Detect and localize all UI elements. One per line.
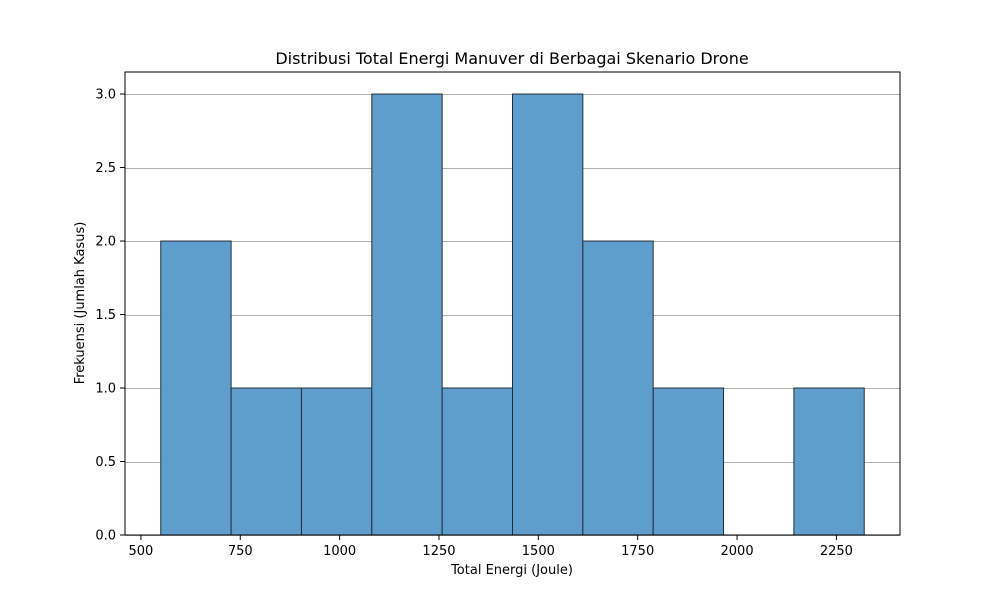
- plot-frame: [124, 71, 901, 536]
- x-axis-ticks: 500 750 1000 1250 1500 1750 2000 2250: [128, 535, 853, 559]
- x-tick-label-7: 2250: [820, 544, 853, 559]
- x-axis-label: Total Energi (Joule): [450, 563, 573, 578]
- y-tick-label-3: 1.5: [95, 308, 116, 323]
- x-tick-label-6: 2000: [721, 544, 754, 559]
- x-tick-label-0: 500: [128, 544, 153, 559]
- y-tick-label-2: 1.0: [95, 382, 116, 397]
- histogram-bar-1: [230, 387, 302, 536]
- chart-title: Distribusi Total Energi Manuver di Berba…: [275, 49, 748, 68]
- y-axis-ticks: 0.0 0.5 1.0 1.5 2.0 2.5 3.0: [95, 88, 125, 544]
- histogram-bar-4: [441, 387, 513, 536]
- y-tick-label-1: 0.5: [95, 455, 116, 470]
- y-axis-label: Frekuensi (Jumlah Kasus): [73, 222, 88, 385]
- y-tick-label-0: 0.0: [95, 529, 116, 544]
- y-tick-label-6: 3.0: [95, 88, 116, 103]
- x-tick-label-3: 1250: [422, 544, 455, 559]
- histogram-bars: [160, 93, 865, 536]
- histogram-bar-6: [582, 240, 654, 536]
- histogram-bar-0: [160, 240, 232, 536]
- histogram-bar-2: [300, 387, 373, 536]
- x-tick-label-2: 1000: [323, 544, 356, 559]
- x-tick-label-4: 1500: [522, 544, 555, 559]
- y-tick-label-4: 2.0: [95, 235, 116, 250]
- histogram-bar-7: [652, 387, 725, 536]
- y-tick-label-5: 2.5: [95, 161, 116, 176]
- histogram-bar-9: [793, 387, 865, 536]
- x-tick-label-1: 750: [228, 544, 253, 559]
- histogram-bar-5: [512, 93, 584, 536]
- x-tick-label-5: 1750: [621, 544, 654, 559]
- histogram-bar-3: [371, 93, 443, 536]
